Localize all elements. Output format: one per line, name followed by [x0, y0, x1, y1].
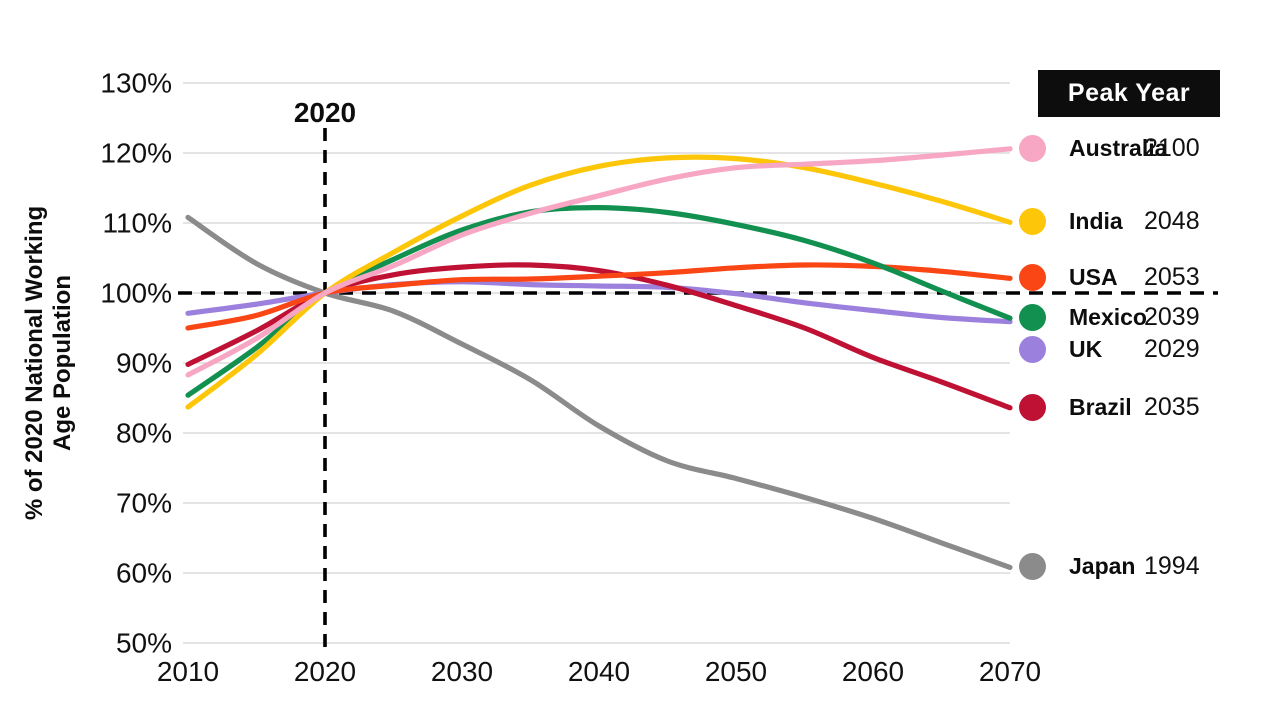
x-tick-label: 2050: [705, 656, 767, 687]
series-line-australia: [185, 146, 1013, 378]
x-tick-label: 2020: [294, 656, 356, 687]
legend-title: Peak Year: [1067, 79, 1191, 107]
x-tick-label: 2070: [979, 656, 1041, 687]
x-tick-label: 2060: [842, 656, 904, 687]
y-tick-label: 120%: [100, 138, 172, 169]
y-axis-title-line1: % of 2020 National Working: [21, 206, 48, 520]
x-tick-label: 2040: [568, 656, 630, 687]
y-tick-label: 90%: [116, 348, 172, 379]
y-axis-title-line2: Age Population: [49, 275, 76, 451]
series-lines: [185, 146, 1013, 570]
y-tick-label: 50%: [116, 628, 172, 659]
y-tick-label: 70%: [116, 488, 172, 519]
vline-2020-label: 2020: [294, 97, 356, 128]
x-tick-label: 2010: [157, 656, 219, 687]
y-tick-label: 130%: [100, 68, 172, 99]
series-line-usa: [185, 262, 1013, 331]
axis-labels: 130% 120% 110% 100% 90% 80% 70% 60% 50%2010 2020 2…: [21, 68, 1041, 688]
y-tick-label: 100%: [100, 278, 172, 309]
y-tick-label: 110%: [102, 208, 172, 239]
legend-title-box: Peak Year: [1038, 70, 1220, 117]
x-tick-label: 2030: [431, 656, 493, 687]
y-tick-label: 60%: [116, 558, 172, 589]
y-tick-label: 80%: [116, 418, 172, 449]
